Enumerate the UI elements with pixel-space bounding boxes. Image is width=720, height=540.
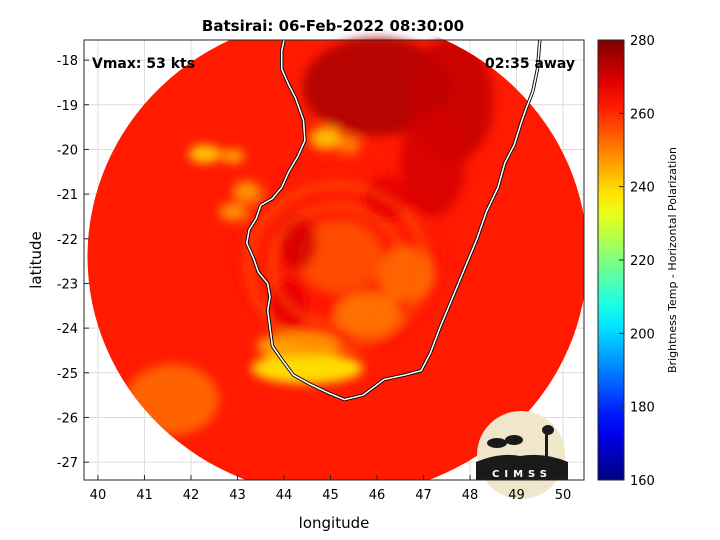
y-axis: -18 -19 -20 -21 -22 -23 -24 -25 -26 -27 — [57, 54, 89, 471]
brightness-feature — [218, 203, 247, 221]
map-plot-area[interactable]: CIMSS Vmax: 53 kts 02:35 away — [83, 37, 585, 499]
brightness-feature — [309, 127, 343, 150]
colorbar-tick-label: 260 — [630, 107, 655, 122]
x-tick-label: 44 — [276, 488, 293, 503]
brightness-feature — [188, 144, 222, 163]
water-tower-icon — [542, 425, 554, 435]
x-axis: 40 41 42 43 44 45 46 47 48 49 50 — [90, 475, 572, 503]
tower-icon — [545, 432, 548, 458]
x-tick-label: 48 — [462, 488, 479, 503]
y-tick-label: -24 — [57, 322, 78, 337]
spiral-band — [268, 202, 407, 329]
cimss-logo: CIMSS — [476, 411, 568, 499]
y-tick-label: -20 — [57, 143, 78, 158]
colorbar-tick-label: 280 — [630, 34, 655, 49]
x-tick-label: 50 — [555, 488, 572, 503]
plot-frame — [83, 39, 585, 481]
brightness-swath — [87, 37, 584, 480]
coastline-line — [246, 39, 541, 401]
x-tick-label: 42 — [183, 488, 200, 503]
time-away-label: 02:35 away — [485, 56, 575, 72]
vmax-label: Vmax: 53 kts — [92, 56, 195, 72]
chart-title: Batsirai: 06-Feb-2022 08:30:00 — [202, 17, 464, 35]
spiral-band — [245, 181, 430, 350]
y-tick-label: -19 — [57, 99, 78, 114]
y-tick-label: -22 — [57, 233, 78, 248]
y-tick-label: -26 — [57, 411, 78, 426]
y-axis-label: latitude — [27, 231, 45, 289]
logo-disc — [477, 411, 565, 499]
satellite-dish-icon — [487, 438, 507, 448]
x-tick-label: 41 — [136, 488, 153, 503]
x-tick-label: 47 — [415, 488, 432, 503]
brightness-feature — [400, 109, 466, 217]
brightness-feature — [251, 352, 364, 384]
brightness-feature — [221, 149, 245, 163]
x-tick-label: 45 — [322, 488, 339, 503]
x-tick-label: 40 — [90, 488, 107, 503]
coastline — [245, 39, 542, 402]
x-tick-label: 43 — [229, 488, 246, 503]
brightness-feature — [279, 216, 317, 271]
logo-text: CIMSS — [492, 469, 552, 480]
y-tick-label: -25 — [57, 367, 78, 382]
y-tick-label: -27 — [57, 456, 78, 471]
x-tick-label: 46 — [369, 488, 386, 503]
x-axis-label: longitude — [299, 514, 370, 532]
colorbar-tick-label: 200 — [630, 327, 655, 342]
brightness-feature — [297, 220, 382, 293]
colorbar-ticks: 160 180 200 220 240 260 280 — [619, 34, 655, 489]
colorbar-tick-label: 180 — [630, 401, 655, 416]
y-tick-label: -21 — [57, 188, 78, 203]
y-tick-label: -23 — [57, 277, 78, 292]
colorbar-tick-label: 160 — [630, 474, 655, 489]
logo-ground — [476, 454, 568, 480]
colorbar-tick-label: 220 — [630, 254, 655, 269]
colorbar: 160 180 200 220 240 260 280 Brightness Temp - … — [597, 34, 679, 489]
x-tick-label: 49 — [508, 488, 525, 503]
colorbar-label: Brightness Temp - Horizontal Polarizatio… — [666, 147, 679, 373]
satellite-dish-icon — [505, 435, 523, 445]
colorbar-tick-label: 240 — [630, 181, 655, 196]
brightness-feature — [232, 180, 261, 204]
brightness-feature — [337, 136, 361, 154]
y-tick-label: -18 — [57, 54, 78, 69]
